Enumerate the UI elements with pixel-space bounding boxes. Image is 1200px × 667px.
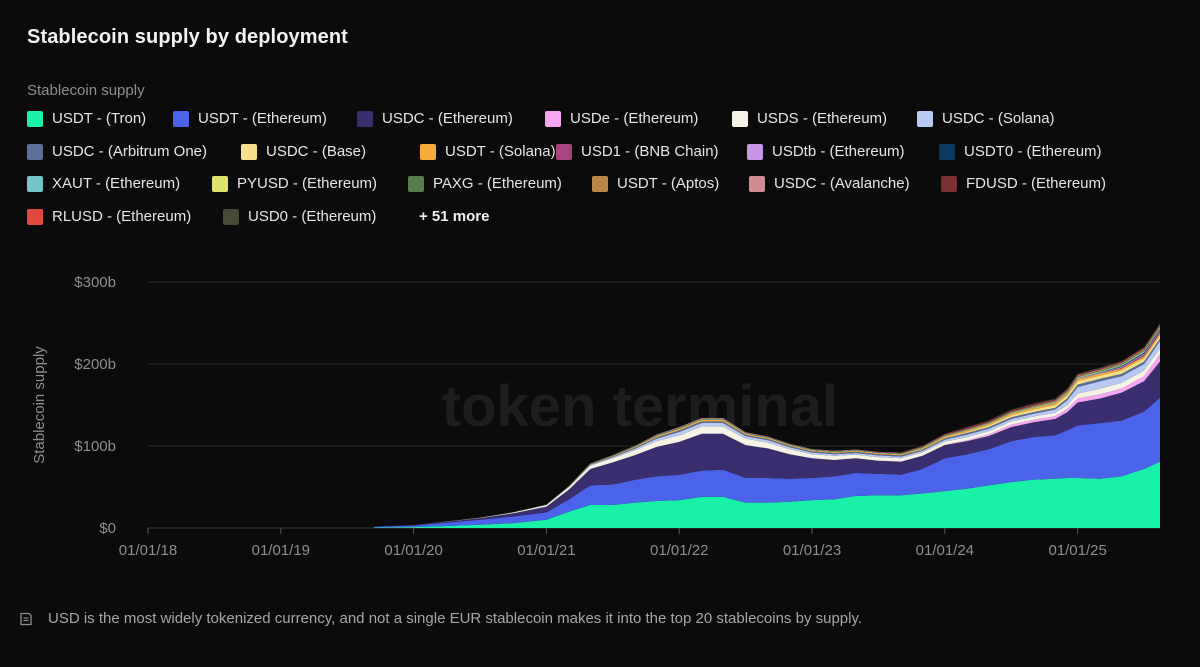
legend-swatch — [556, 143, 572, 160]
x-tick-label: 01/01/21 — [517, 542, 575, 559]
series-area — [373, 461, 1160, 528]
legend-item[interactable]: USDe - (Ethereum) — [545, 110, 698, 127]
legend-item[interactable]: USD0 - (Ethereum) — [223, 208, 376, 225]
y-tick-label: $200b — [74, 356, 116, 373]
series-area — [373, 397, 1160, 528]
legend-item[interactable]: PYUSD - (Ethereum) — [212, 175, 377, 192]
legend-swatch — [212, 175, 228, 192]
legend-swatch — [941, 175, 957, 192]
legend-item[interactable]: USDC - (Ethereum) — [357, 110, 513, 127]
legend-item[interactable]: PAXG - (Ethereum) — [408, 175, 562, 192]
legend-label: USDC - (Solana) — [942, 110, 1055, 127]
legend-item[interactable]: RLUSD - (Ethereum) — [27, 208, 191, 225]
legend-label: USDT - (Ethereum) — [198, 110, 327, 127]
legend-item[interactable]: USDC - (Base) — [241, 143, 366, 160]
legend-swatch — [27, 143, 43, 160]
y-tick-label: $300b — [74, 274, 116, 291]
chart-title: Stablecoin supply by deployment — [27, 26, 348, 48]
legend-label: USDT - (Tron) — [52, 110, 147, 127]
more-series-button[interactable]: + 51 more — [419, 208, 490, 225]
footnote: USD is the most widely tokenized currenc… — [18, 610, 862, 627]
legend-swatch — [223, 208, 239, 225]
y-tick-label: $100b — [74, 438, 116, 455]
y-tick-label: $0 — [99, 520, 116, 537]
x-tick-label: 01/01/20 — [384, 542, 442, 559]
legend-swatch — [939, 143, 955, 160]
legend-label: USDC - (Base) — [266, 143, 367, 160]
legend-swatch — [420, 143, 436, 160]
legend-label: USDC - (Ethereum) — [382, 110, 513, 127]
footnote-text: USD is the most widely tokenized currenc… — [48, 610, 863, 627]
legend-label: USD1 - (BNB Chain) — [581, 143, 719, 160]
legend-swatch — [357, 110, 373, 127]
x-tick-label: 01/01/24 — [916, 542, 974, 559]
legend-item[interactable]: USDC - (Avalanche) — [749, 175, 910, 192]
y-axis-label: Stablecoin supply — [31, 346, 48, 464]
legend-swatch — [408, 175, 424, 192]
legend-item[interactable]: XAUT - (Ethereum) — [27, 175, 180, 192]
legend-swatch — [749, 175, 765, 192]
x-tick-label: 01/01/22 — [650, 542, 708, 559]
legend-label: PAXG - (Ethereum) — [433, 175, 562, 192]
legend-label: FDUSD - (Ethereum) — [966, 175, 1107, 192]
legend-swatch — [241, 143, 257, 160]
note-icon — [20, 612, 32, 625]
legend-item[interactable]: USDC - (Arbitrum One) — [27, 143, 207, 160]
legend-label: USDT - (Aptos) — [617, 175, 720, 192]
legend-item[interactable]: USDC - (Solana) — [917, 110, 1055, 127]
legend-label: USDT0 - (Ethereum) — [964, 143, 1102, 160]
x-tick-label: 01/01/18 — [119, 542, 177, 559]
legend-swatch — [917, 110, 933, 127]
legend-label: USDe - (Ethereum) — [570, 110, 699, 127]
legend-item[interactable]: USDS - (Ethereum) — [732, 110, 887, 127]
stacked-area-chart: $0 $100b $200b $300b token terminal 01/01/18 0… — [31, 274, 1160, 559]
legend-item[interactable]: USDT - (Aptos) — [592, 175, 719, 192]
legend-item[interactable]: USDT - (Tron) — [27, 110, 146, 127]
legend-swatch — [173, 110, 189, 127]
legend-title: Stablecoin supply — [27, 82, 145, 99]
legend-label: PYUSD - (Ethereum) — [237, 175, 378, 192]
legend-label: USDtb - (Ethereum) — [772, 143, 905, 160]
legend-swatch — [732, 110, 748, 127]
legend-swatch — [592, 175, 608, 192]
watermark: token terminal — [442, 374, 838, 439]
legend-item[interactable]: USDtb - (Ethereum) — [747, 143, 905, 160]
legend-label: USD0 - (Ethereum) — [248, 208, 377, 225]
legend-label: RLUSD - (Ethereum) — [52, 208, 192, 225]
legend-item[interactable]: USDT - (Ethereum) — [173, 110, 327, 127]
legend-label: USDS - (Ethereum) — [757, 110, 888, 127]
legend-label: XAUT - (Ethereum) — [52, 175, 181, 192]
legend-item[interactable]: USD1 - (BNB Chain) — [556, 143, 719, 160]
legend-label: USDC - (Arbitrum One) — [52, 143, 208, 160]
legend-item[interactable]: USDT0 - (Ethereum) — [939, 143, 1102, 160]
legend-swatch — [27, 208, 43, 225]
legend-label: USDC - (Avalanche) — [774, 175, 910, 192]
series-area — [373, 361, 1160, 527]
x-tick-label: 01/01/19 — [252, 542, 310, 559]
legend-label: USDT - (Solana) — [445, 143, 556, 160]
legend-swatch — [27, 175, 43, 192]
legend-swatch — [545, 110, 561, 127]
x-tick-label: 01/01/25 — [1048, 542, 1106, 559]
x-tick-label: 01/01/23 — [783, 542, 841, 559]
legend-item[interactable]: USDT - (Solana) — [420, 143, 556, 160]
legend-swatch — [27, 110, 43, 127]
legend-item[interactable]: FDUSD - (Ethereum) — [941, 175, 1106, 192]
legend-swatch — [747, 143, 763, 160]
